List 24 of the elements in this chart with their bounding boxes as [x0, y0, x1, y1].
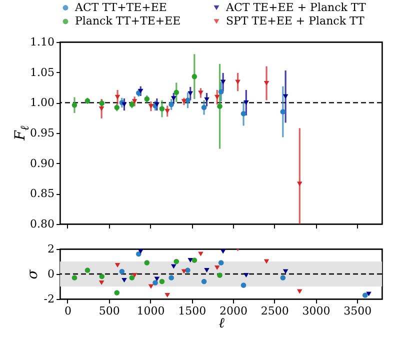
x-tick-label: 2000	[220, 304, 248, 318]
x-tick-label: 1000	[136, 304, 165, 318]
legend-label: ACT TT+TE+EE	[74, 0, 167, 14]
y-tick-label: 2	[48, 242, 54, 256]
x-tick-label: 1500	[178, 304, 206, 318]
y-tick-label: -2	[44, 292, 54, 306]
x-axis-title: ℓ	[218, 316, 225, 332]
y-tick-label: 0.85	[30, 187, 54, 200]
legend-label: Planck TT+TE+EE	[75, 14, 181, 28]
legend-label: ACT TE+EE + Planck TT	[225, 0, 366, 14]
y-tick-label: 0	[48, 268, 54, 280]
x-tick-label: 3000	[302, 304, 330, 318]
y-tick-label: 1.10	[30, 36, 54, 48]
y-axis-title: σ	[24, 269, 41, 280]
x-tick-label: 2500	[260, 304, 289, 318]
x-tick-label: 3500	[344, 304, 372, 318]
x-tick-label: 0	[64, 304, 72, 318]
y-tick-label: 0.90	[30, 156, 54, 170]
legend-label: SPT TE+EE + Planck TT	[226, 14, 366, 28]
y-tick-label: 0.95	[30, 126, 54, 140]
y-tick-label: 0.80	[30, 218, 54, 230]
y-tick-label: 1.05	[30, 66, 54, 79]
y-tick-label: 1.00	[30, 96, 54, 110]
x-tick-label: 500	[98, 304, 120, 318]
